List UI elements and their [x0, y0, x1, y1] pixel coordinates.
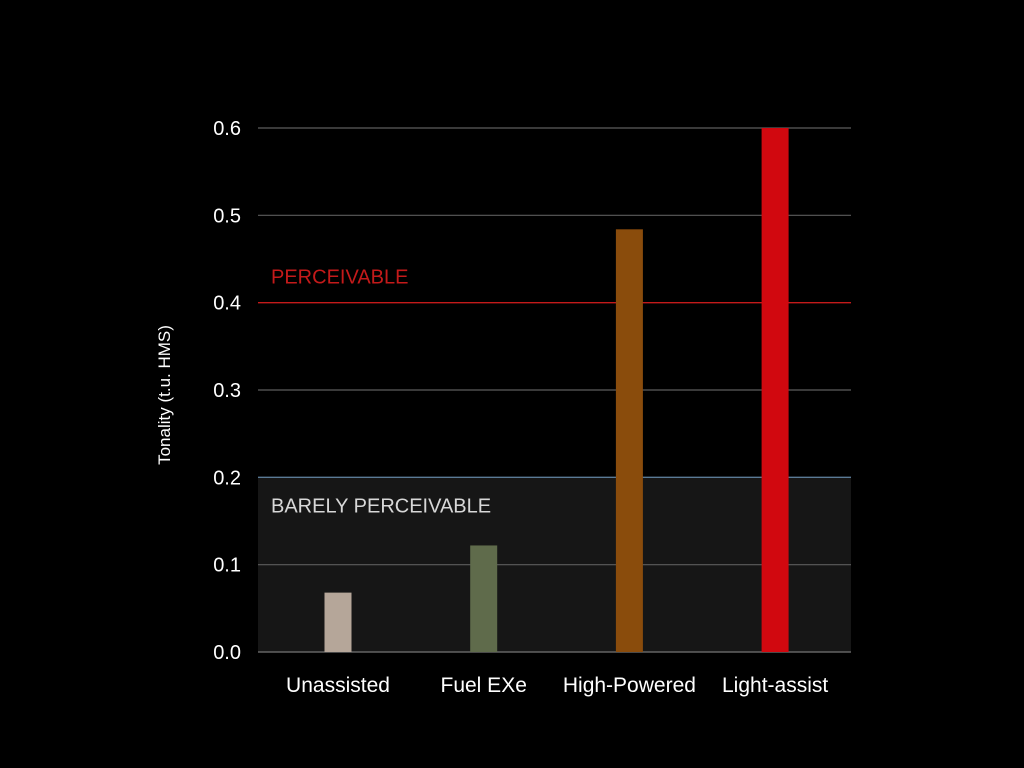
threshold-label: PERCEIVABLE: [271, 267, 408, 289]
y-axis-title: Tonality (t.u. HMS): [155, 325, 174, 465]
x-category-label: Fuel EXe: [441, 674, 527, 697]
bar-unassisted: [324, 592, 352, 652]
x-category-label: High-Powered: [563, 674, 696, 697]
bar-high-powered: [615, 229, 643, 652]
y-tick-label: 0.4: [213, 293, 241, 315]
threshold-label: BARELY PERCEIVABLE: [271, 495, 491, 517]
y-tick-label: 0.3: [213, 380, 241, 402]
y-tick-label: 0.1: [213, 555, 241, 577]
y-tick-label: 0.5: [213, 205, 241, 227]
y-tick-label: 0.0: [213, 642, 241, 664]
x-category-label: Unassisted: [286, 674, 390, 697]
y-tick-label: 0.6: [213, 118, 241, 140]
bar-fuel-exe: [470, 545, 498, 652]
bar-light-assist: [761, 128, 789, 652]
x-category-label: Light-assist: [722, 674, 828, 697]
y-tick-label: 0.2: [213, 467, 241, 489]
